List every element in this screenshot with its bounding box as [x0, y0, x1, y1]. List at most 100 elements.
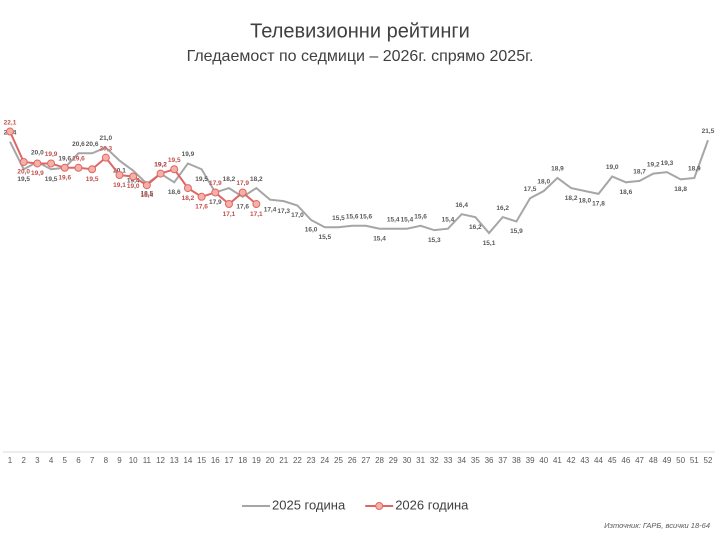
data-label: 18,6	[168, 189, 181, 196]
x-tick-label: 36	[485, 456, 494, 465]
data-label: 21,0	[99, 135, 112, 142]
data-label: 18,7	[633, 169, 646, 176]
data-label: 19,5	[86, 176, 99, 183]
x-tick-label: 23	[307, 456, 316, 465]
data-label: 21,5	[702, 128, 715, 135]
data-label: 19,6	[58, 156, 71, 163]
data-label: 17,5	[524, 186, 537, 193]
x-tick-label: 7	[90, 456, 95, 465]
data-label: 16,0	[305, 227, 318, 234]
point-marker	[74, 163, 83, 172]
data-label: 19,2	[154, 161, 167, 168]
x-tick-label: 16	[211, 456, 220, 465]
data-label: 15,4	[373, 235, 386, 242]
data-label: 19,5	[195, 176, 208, 183]
data-label: 15,4	[442, 216, 455, 223]
x-tick-label: 46	[621, 456, 630, 465]
data-label: 16,2	[496, 205, 509, 212]
data-label: 19,0	[606, 164, 619, 171]
data-label: 15,6	[414, 214, 427, 221]
x-tick-label: 29	[389, 456, 398, 465]
x-tick-label: 34	[457, 456, 466, 465]
x-tick-label: 49	[662, 456, 671, 465]
data-label: 19,5	[45, 176, 58, 183]
x-tick-label: 18	[238, 456, 247, 465]
data-label: 19,4	[127, 177, 140, 184]
x-tick-label: 48	[649, 456, 658, 465]
data-label: 18,2	[223, 176, 236, 183]
source-note: Източник: ГАРБ, всички 18-64	[604, 521, 710, 530]
point-marker	[60, 163, 69, 172]
data-label: 15,6	[346, 214, 359, 221]
point-marker	[183, 184, 192, 193]
x-tick-label: 43	[580, 456, 589, 465]
x-tick-label: 3	[35, 456, 40, 465]
x-tick-label: 21	[279, 456, 288, 465]
data-label: 18,2	[250, 176, 263, 183]
series-line	[9, 139, 709, 235]
data-label: 18,8	[674, 186, 687, 193]
x-tick-label: 28	[375, 456, 384, 465]
data-label: 16,4	[455, 202, 468, 209]
data-label: 15,9	[510, 228, 523, 235]
point-marker	[224, 200, 233, 209]
point-marker	[88, 165, 97, 174]
point-marker	[19, 158, 28, 166]
data-label: 20,0	[17, 169, 30, 176]
point-marker	[252, 200, 261, 209]
data-label: 18,5	[141, 190, 154, 197]
data-label: 19,9	[182, 151, 195, 158]
data-label: 17,0	[291, 212, 304, 219]
data-label: 15,5	[332, 215, 345, 222]
x-tick-label: 31	[416, 456, 425, 465]
data-label: 16,2	[469, 224, 482, 231]
data-label: 19,3	[661, 160, 674, 167]
x-tick-label: 37	[498, 456, 507, 465]
data-label: 15,6	[360, 214, 373, 221]
point-marker	[115, 171, 124, 180]
data-label: 19,1	[113, 182, 126, 189]
x-tick-label: 44	[594, 456, 603, 465]
data-label: 22,1	[4, 119, 17, 126]
point-marker	[101, 153, 110, 162]
data-label: 19,2	[154, 161, 167, 168]
chart-title: Телевизионни рейтинги	[250, 20, 470, 42]
x-tick-label: 22	[293, 456, 302, 465]
x-tick-label: 20	[266, 456, 275, 465]
point-marker	[47, 159, 56, 168]
chart-subtitle: Гледаемост по седмици – 2026г. спрямо 20…	[187, 48, 534, 65]
data-label: 18,9	[688, 166, 701, 173]
data-label: 15,4	[387, 216, 400, 223]
x-tick-label: 25	[334, 456, 343, 465]
data-label: 17,3	[277, 208, 290, 215]
x-tick-label: 17	[225, 456, 234, 465]
x-tick-label: 42	[567, 456, 576, 465]
point-marker	[211, 188, 220, 197]
data-label: 20,1	[113, 167, 126, 174]
data-label: 18,4	[141, 192, 154, 199]
x-tick-label: 47	[635, 456, 644, 465]
x-tick-label: 38	[512, 456, 521, 465]
data-label: 18,6	[620, 189, 633, 196]
data-label: 17,1	[223, 211, 236, 218]
x-tick-label: 27	[361, 456, 370, 465]
x-tick-label: 50	[676, 456, 685, 465]
point-marker	[33, 159, 42, 168]
data-label: 18,9	[551, 166, 564, 173]
data-label: 17,9	[209, 199, 222, 206]
data-label: 18,2	[565, 195, 578, 202]
data-label: 17,6	[195, 204, 208, 211]
x-tick-label: 2	[21, 456, 26, 465]
x-tick-label: 51	[690, 456, 699, 465]
x-tick-label: 40	[539, 456, 548, 465]
x-tick-label: 9	[117, 456, 122, 465]
x-tick-label: 30	[402, 456, 411, 465]
data-label: 15,3	[428, 237, 441, 244]
legend-marker	[375, 502, 384, 510]
x-tick-label: 13	[170, 456, 179, 465]
data-label: 18,2	[182, 195, 195, 202]
x-tick-label: 1	[8, 456, 13, 465]
data-label: 19,6	[72, 156, 85, 163]
data-label: 19,5	[168, 157, 181, 164]
